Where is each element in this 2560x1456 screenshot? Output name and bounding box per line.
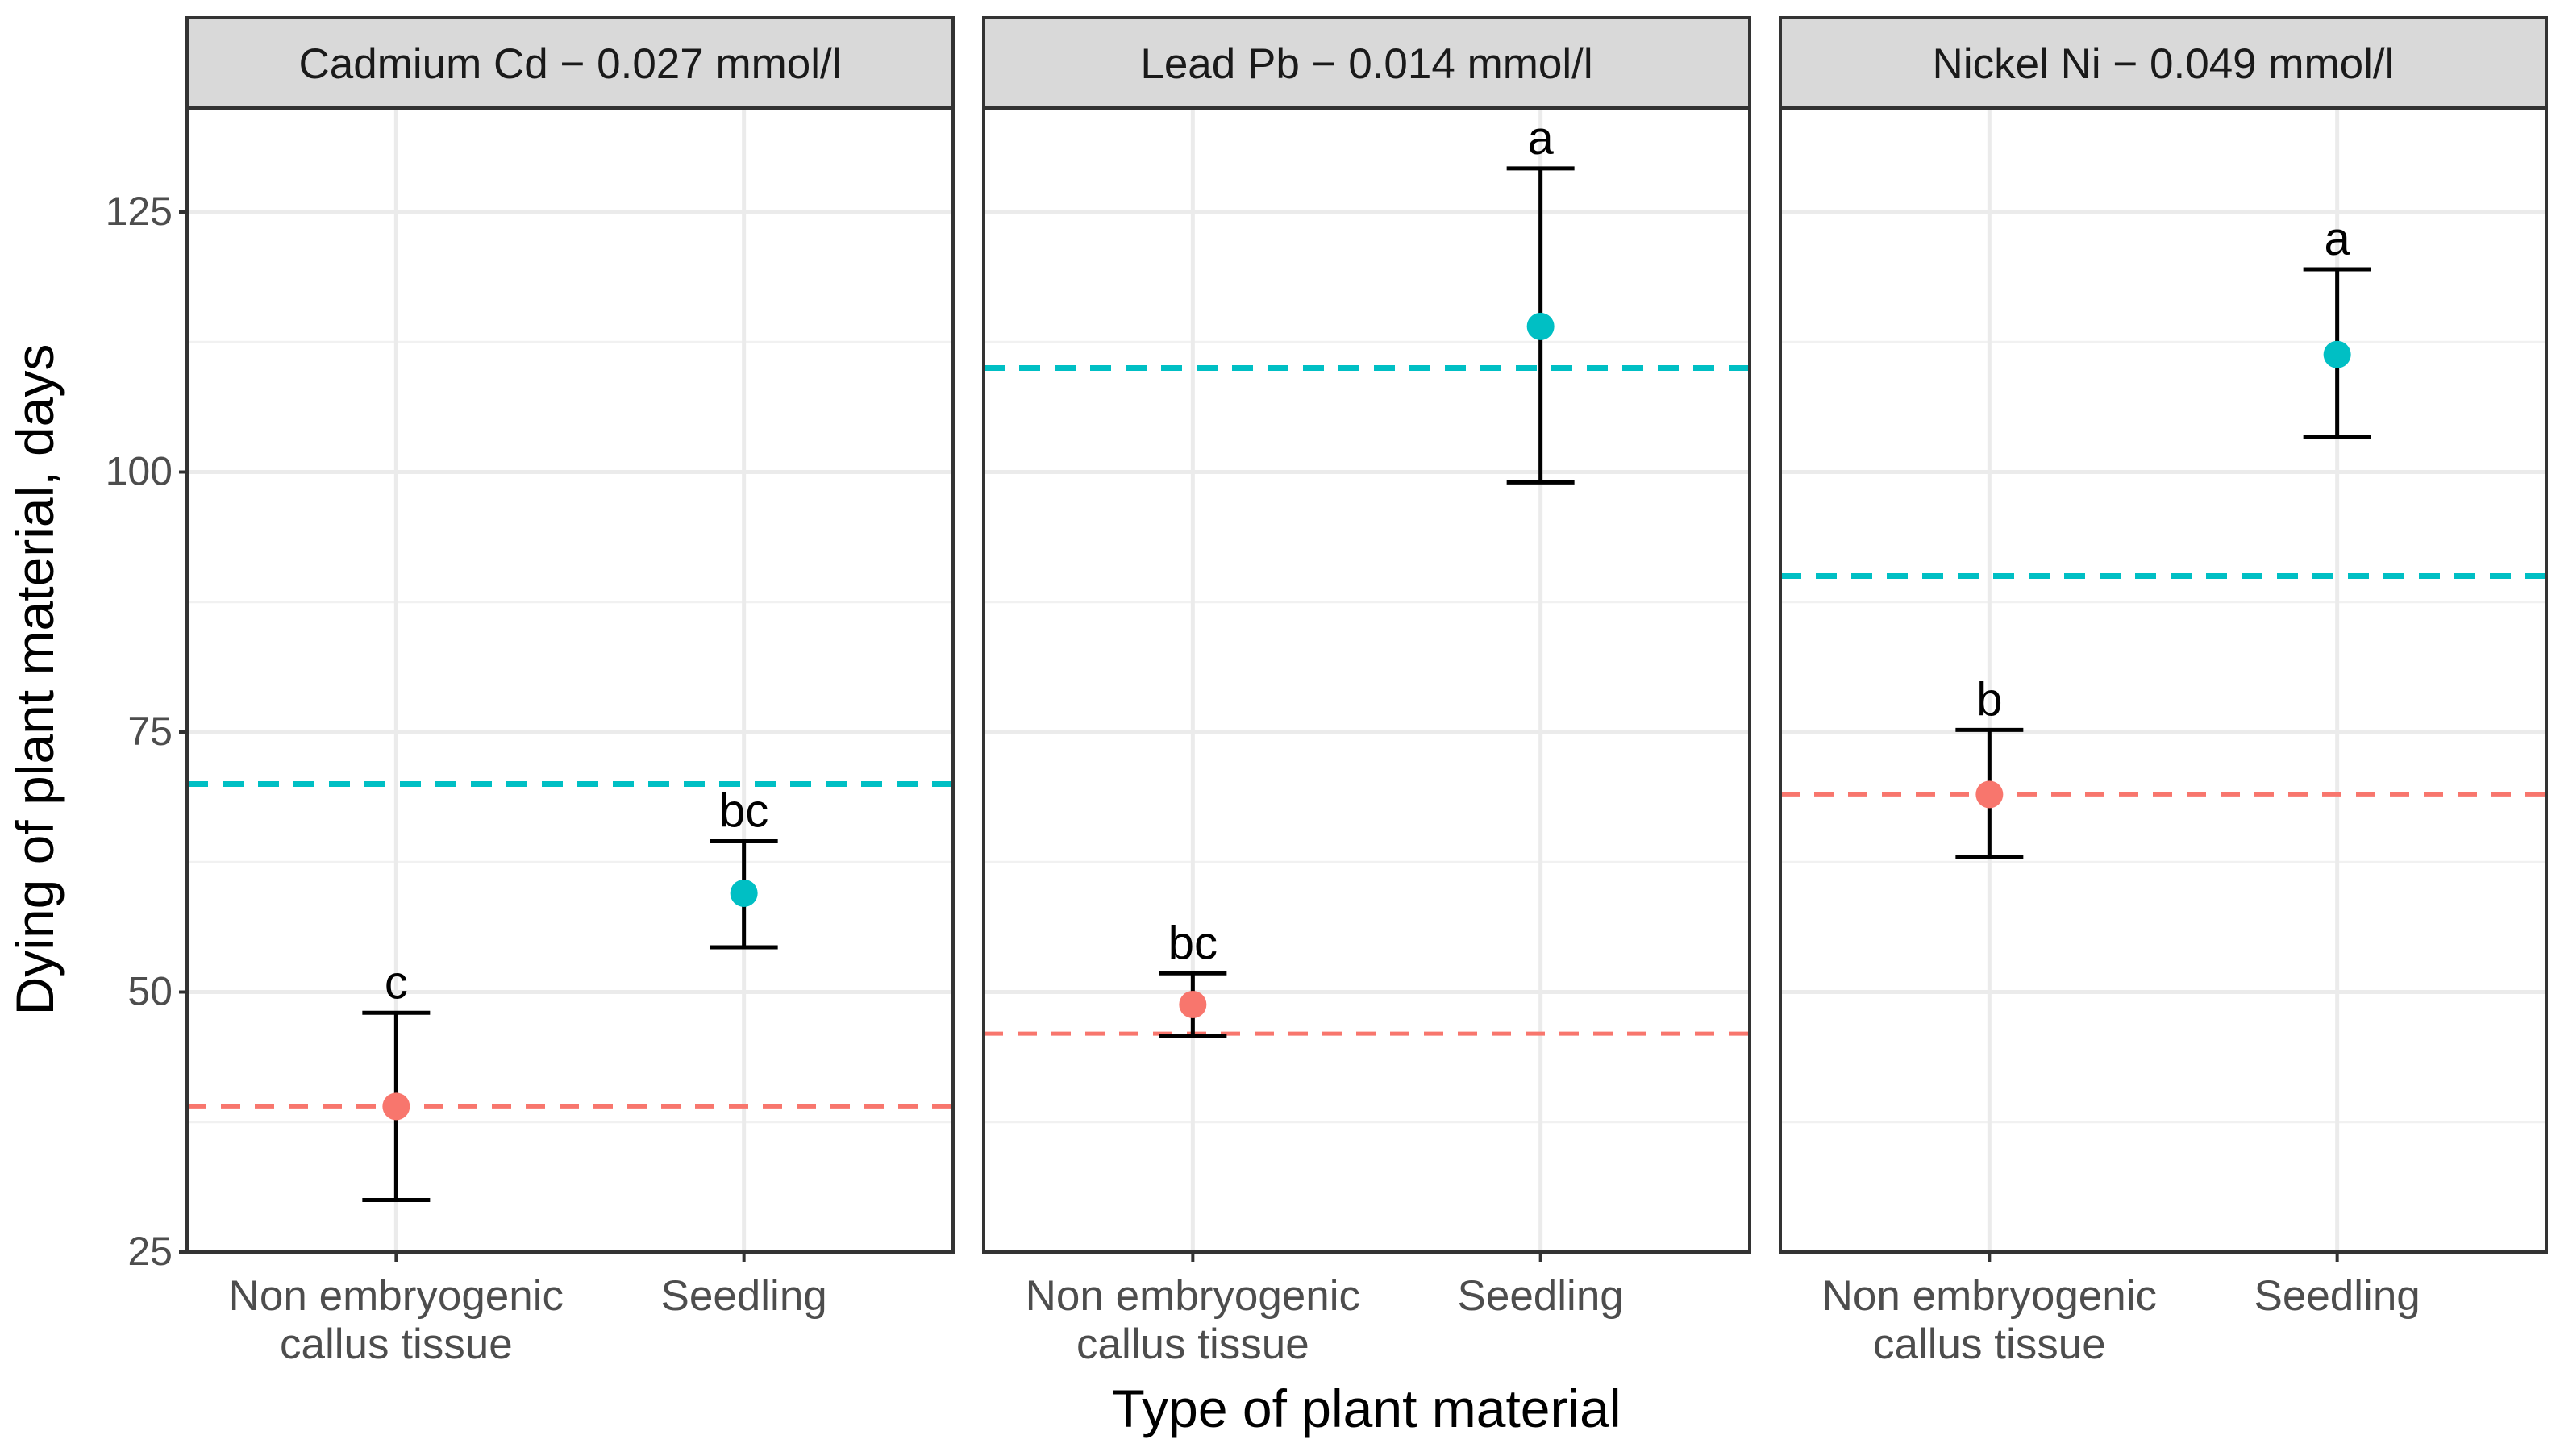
panel-border [185,106,955,1254]
x-tick-label-line2: callus tissue [1076,1321,1309,1368]
x-tick-label: Seedling [1458,1272,1624,1320]
panel-background [984,108,1750,1252]
facet-strip [982,16,1751,110]
callus-mean-point [1975,780,2004,809]
facet-strip [185,16,955,110]
x-tick-label: Non embryogenic [229,1272,564,1320]
facet-title: Cadmium Cd − 0.027 mmol/l [298,40,841,88]
panel-border [982,106,1751,1254]
panel-background [1780,108,2546,1252]
significance-letter: a [1528,112,1555,164]
x-axis-title: Type of plant material [1113,1379,1621,1438]
y-axis-title: Dying of plant material, days [5,344,65,1016]
facet-strip [1779,16,2548,110]
x-tick-label: Seedling [661,1272,827,1320]
seedling-mean-point [1526,312,1555,340]
callus-mean-point [382,1092,410,1121]
significance-letter: b [1976,673,2002,726]
facet-title: Nickel Ni − 0.049 mmol/l [1933,40,2395,88]
panel-border [1779,106,2548,1254]
significance-letter: bc [719,784,768,837]
significance-letter: bc [1168,917,1218,969]
panel-background [187,108,953,1252]
y-tick-label: 75 [127,709,173,754]
seedling-mean-point [2323,340,2351,368]
significance-letter: c [385,956,408,1009]
x-tick-label: Non embryogenic [1026,1272,1360,1320]
facet-title: Lead Pb − 0.014 mmol/l [1140,40,1592,88]
x-tick-label: Seedling [2254,1272,2421,1320]
y-tick-label: 125 [106,189,173,234]
y-tick-label: 100 [106,449,173,494]
callus-mean-point [1179,990,1207,1018]
x-tick-label-line2: callus tissue [280,1321,513,1368]
significance-letter: a [2325,213,2351,265]
x-tick-label: Non embryogenic [1822,1272,2157,1320]
y-tick-label: 50 [127,969,173,1014]
x-tick-label-line2: callus tissue [1873,1321,2106,1368]
seedling-mean-point [730,879,758,907]
y-tick-label: 25 [127,1229,173,1274]
